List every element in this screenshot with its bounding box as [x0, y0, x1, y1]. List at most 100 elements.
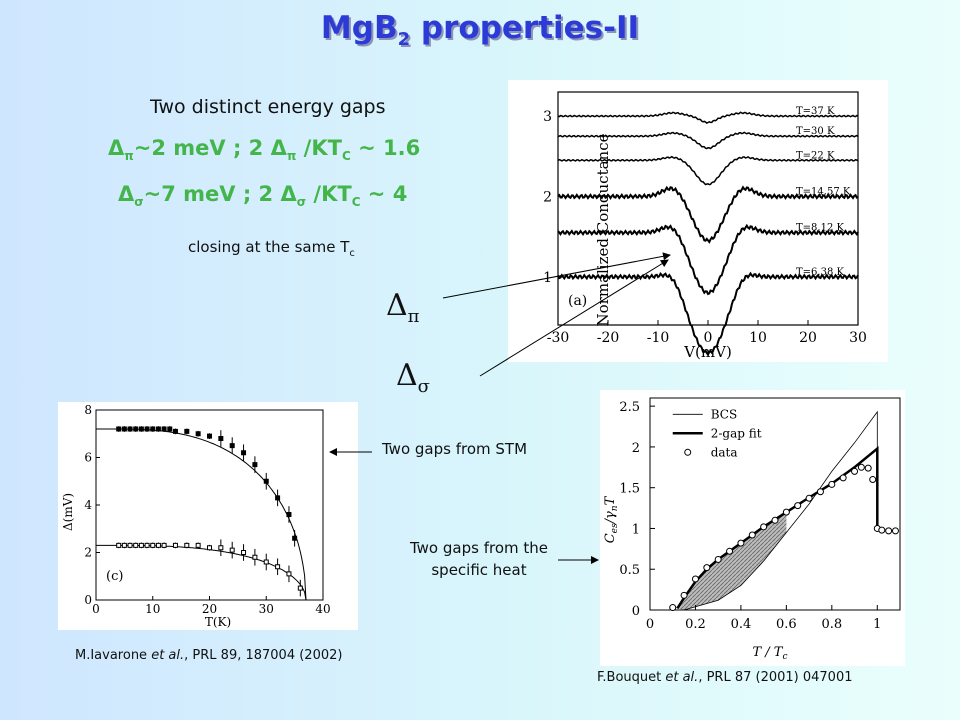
x-tick-label: -30 — [547, 330, 570, 346]
stm-gap-chart: 0 10 20 30 40 0 2 4 6 8 Δ(mV) T(K) (c) — [61, 403, 331, 629]
stm-data-point — [218, 436, 224, 441]
stm-data-point — [195, 542, 201, 548]
specific-heat-figure: 0 0.2 0.4 0.6 0.8 1 0 0.5 1 1.5 2 2.5 BCS 2-gap fit d… — [600, 390, 905, 666]
sh-data-point — [691, 575, 699, 583]
stm-data-point — [144, 542, 150, 548]
sh-data-point — [782, 508, 790, 516]
stm-panel-label: (c) — [106, 569, 123, 584]
conductance-series-label: T=37 K — [796, 106, 835, 117]
sh-data-point — [737, 539, 745, 547]
conductance-series-label: T=22 K — [796, 150, 835, 161]
sh-bcs-curve — [683, 410, 878, 611]
y-tick-label: 2 — [632, 441, 640, 456]
stm-fit-small — [96, 544, 307, 601]
sh-data-point — [869, 476, 877, 484]
x-tick-label: 20 — [799, 330, 817, 346]
stm-data-point — [184, 542, 190, 548]
legend-label: 2-gap fit — [711, 426, 762, 440]
y-tick-label: 1.5 — [619, 482, 640, 497]
stm-data-point — [144, 426, 150, 432]
stm-data-point — [218, 545, 224, 551]
conductance-figure: -30 -20 -10 0 10 20 30 1 2 3 T=37 K T=30 K T=22 K T=… — [508, 80, 888, 362]
stm-data-point — [127, 426, 133, 432]
x-tick-label: -20 — [597, 330, 620, 346]
sh-xlabel: T / Tc — [752, 645, 787, 662]
y-tick-label: 1 — [632, 522, 640, 537]
stm-data-point — [286, 512, 292, 517]
specific-heat-caption: Two gaps from the specific heat — [409, 539, 548, 579]
stm-data-point — [161, 542, 167, 548]
stm-xlabel: T(K) — [205, 615, 231, 629]
stm-data-point — [133, 426, 139, 432]
sh-ylabel: Ces/γnT — [603, 495, 620, 543]
delta-sigma-label: Δσ — [396, 358, 430, 397]
stm-data-point — [263, 559, 269, 565]
conductance-series-label: T=6.38 K — [796, 267, 844, 278]
sh-data-point — [885, 527, 893, 535]
y-tick-label: 2 — [543, 189, 552, 205]
stm-data-point — [252, 554, 258, 560]
x-tick-label: 40 — [315, 602, 330, 616]
stm-data-point — [150, 426, 156, 432]
y-tick-label: 1 — [543, 270, 552, 286]
y-tick-label: 8 — [84, 403, 92, 417]
stm-data-point — [155, 542, 161, 548]
stm-data-point — [207, 433, 212, 439]
y-tick-label: 3 — [543, 109, 552, 125]
x-tick-label: 20 — [202, 602, 217, 616]
sh-data-point — [748, 531, 756, 539]
y-tick-label: 2.5 — [619, 400, 640, 415]
conductance-curve — [557, 223, 859, 296]
sh-data-point — [828, 480, 836, 488]
stm-data-point — [127, 542, 133, 548]
x-tick-label: 30 — [849, 330, 867, 346]
stm-data-point — [121, 426, 127, 432]
stm-data-point — [167, 426, 173, 432]
stm-data-point — [121, 542, 127, 548]
conductance-series-label: T=8.12 K — [796, 223, 844, 234]
conductance-curve — [557, 185, 859, 244]
stm-data-point — [155, 426, 161, 432]
x-tick-label: 10 — [749, 330, 767, 346]
sh-data-point — [760, 523, 768, 531]
specific-heat-chart: 0 0.2 0.4 0.6 0.8 1 0 0.5 1 1.5 2 2.5 BCS 2-gap fit d… — [603, 397, 901, 662]
stm-fit-large — [96, 428, 307, 601]
x-tick-label: 0.6 — [776, 617, 797, 632]
sh-data-point — [839, 474, 847, 482]
sh-data-point — [714, 555, 722, 563]
stm-data-point — [286, 571, 292, 577]
stm-ylabel: Δ(mV) — [61, 493, 75, 531]
x-tick-label: 10 — [145, 602, 160, 616]
y-tick-label: 0.5 — [619, 563, 640, 578]
sh-data-point — [680, 591, 688, 599]
x-tick-label: 0.4 — [731, 617, 752, 632]
x-tick-label: 1 — [873, 617, 881, 632]
slide-title: MgB2 properties-II — [320, 10, 640, 51]
stm-data-point — [133, 542, 139, 548]
stm-data-point — [207, 545, 212, 551]
stm-data-point — [172, 428, 178, 434]
y-tick-label: 4 — [84, 498, 92, 512]
conductance-series-label: T=14.57 K — [796, 186, 851, 197]
two-gaps-heading: Two distinct energy gaps — [150, 96, 386, 118]
sigma-gap-formula: Δσ~7 meV ; 2 Δσ /KTC ~ 4 — [118, 182, 408, 210]
stm-data-point — [263, 478, 269, 484]
conductance-chart: -30 -20 -10 0 10 20 30 1 2 3 T=37 K T=30 K T=22 K T=… — [543, 91, 867, 361]
conductance-curve — [557, 111, 859, 124]
sh-data-point — [669, 604, 677, 612]
sh-data-point — [703, 564, 711, 572]
conductance-curve — [557, 155, 859, 186]
stm-data-point — [292, 535, 298, 541]
conductance-ylabel: Normalized Conductance — [594, 133, 612, 326]
stm-data-point — [229, 443, 235, 449]
conductance-xlabel: V(mV) — [683, 343, 732, 361]
x-tick-label: 0 — [704, 330, 713, 346]
y-tick-label: 0 — [632, 604, 640, 619]
stm-data-point — [172, 542, 178, 548]
stm-data-point — [275, 564, 281, 570]
y-tick-label: 2 — [84, 546, 92, 560]
stm-data-point — [195, 431, 201, 437]
reference-iavarone: M.Iavarone et al., PRL 89, 187004 (2002) — [75, 648, 343, 663]
legend-data-swatch — [684, 448, 692, 456]
sh-data-point — [878, 526, 886, 534]
